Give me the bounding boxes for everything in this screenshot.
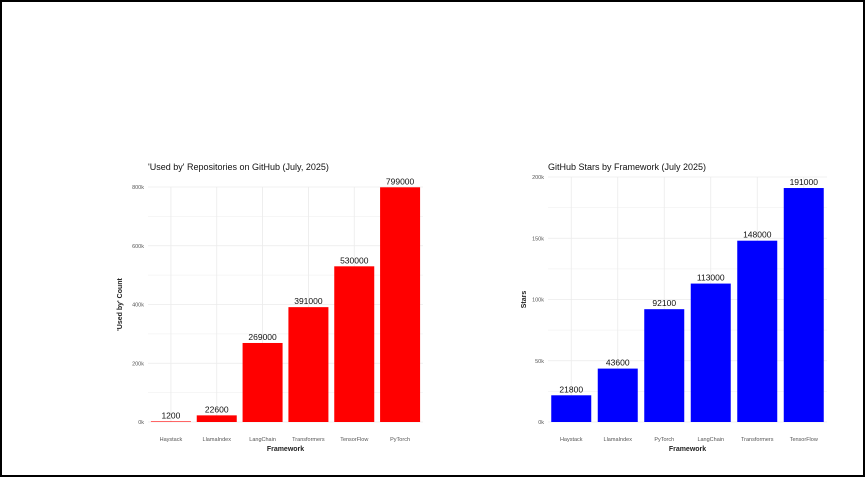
y-tick-label: 400k xyxy=(132,303,144,309)
y-axis-label: 'Used by' Count xyxy=(117,277,124,330)
x-tick-label: Transformers xyxy=(741,437,774,443)
x-axis-label: Framework xyxy=(267,446,304,453)
data-label: 391000 xyxy=(294,296,323,306)
y-tick-label: 200k xyxy=(132,361,144,367)
x-tick-label: LlamaIndex xyxy=(203,437,232,443)
y-tick-label: 0k xyxy=(138,420,144,426)
data-label: 21800 xyxy=(559,384,583,394)
y-tick-label: 150k xyxy=(532,236,544,242)
bar-tensorflow xyxy=(334,266,375,422)
x-tick-label: PyTorch xyxy=(654,437,674,443)
chart-1: 0k 200k 400k 600k 800k 1200 Haystack 22600 Llama… xyxy=(117,162,423,453)
x-tick-label: PyTorch xyxy=(390,437,410,443)
data-label: 113000 xyxy=(697,273,725,283)
bar-transformers xyxy=(288,307,329,422)
data-label: 191000 xyxy=(790,177,819,187)
y-tick-label: 600k xyxy=(132,244,144,250)
bar-tensorflow xyxy=(783,188,824,422)
y-tick-label: 200k xyxy=(532,175,544,181)
y-tick-label: 800k xyxy=(132,185,144,191)
y-tick-label: 0k xyxy=(538,420,544,426)
bar-langchain xyxy=(242,342,283,422)
chart-2: 0k 50k 100k 150k 200k 21800 Haystack 43600 Llama… xyxy=(521,162,827,453)
data-label: 148000 xyxy=(743,230,772,240)
x-axis-label: Framework xyxy=(669,446,706,453)
x-tick-label: TensorFlow xyxy=(340,437,368,443)
x-tick-label: Haystack xyxy=(160,437,183,443)
data-label: 92100 xyxy=(652,298,676,308)
x-tick-label: LangChain xyxy=(249,437,276,443)
data-label: 1200 xyxy=(161,410,180,420)
y-tick-label: 50k xyxy=(535,359,544,365)
x-tick-label: LangChain xyxy=(697,437,724,443)
x-tick-label: Haystack xyxy=(560,437,583,443)
data-label: 22600 xyxy=(205,404,229,414)
y-tick-label: 100k xyxy=(532,298,544,304)
chart-title: GitHub Stars by Framework (July 2025) xyxy=(548,162,706,172)
bar-llamaindex xyxy=(597,368,638,422)
data-label: 799000 xyxy=(386,176,415,186)
bar-haystack xyxy=(551,395,592,422)
data-label: 269000 xyxy=(248,332,277,342)
y-axis-label: Stars xyxy=(521,291,528,309)
bar-pytorch xyxy=(644,309,685,422)
data-label: 530000 xyxy=(340,255,369,265)
bar-transformers xyxy=(737,240,778,422)
x-tick-label: Transformers xyxy=(292,437,325,443)
x-tick-label: LlamaIndex xyxy=(604,437,633,443)
x-tick-label: TensorFlow xyxy=(790,437,818,443)
bar-llamaindex xyxy=(196,415,237,422)
data-label: 43600 xyxy=(606,358,630,368)
bar-pytorch xyxy=(380,187,421,422)
bar-langchain xyxy=(690,283,731,422)
chart-title: 'Used by' Repositories on GitHub (July, … xyxy=(148,162,329,172)
bar-haystack xyxy=(150,421,191,422)
